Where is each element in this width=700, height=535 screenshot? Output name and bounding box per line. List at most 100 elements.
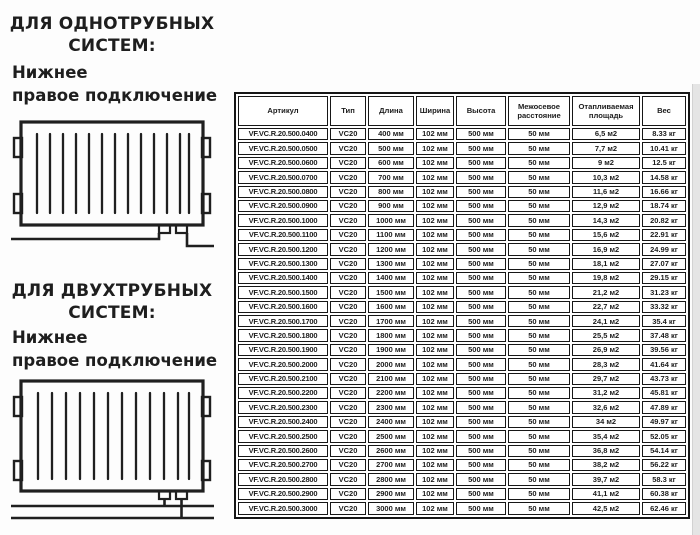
cell-height: 500 мм [456, 171, 506, 184]
cell-length: 2800 мм [368, 473, 414, 486]
cell-width: 102 мм [416, 271, 454, 285]
cell-type: VC20 [330, 243, 366, 256]
cell-weight: 29.15 кг [642, 271, 686, 285]
cell-length: 1200 мм [368, 243, 414, 256]
cell-weight: 47.89 кг [642, 401, 686, 414]
cell-height: 500 мм [456, 387, 506, 400]
cell-type: VC20 [330, 415, 366, 429]
cell-width: 102 мм [416, 444, 454, 457]
table-row: VF.VC.R.20.500.1500 VC20 1500 мм 102 мм 500 … [238, 286, 686, 299]
cell-height: 500 мм [456, 257, 506, 270]
cell-type: VC20 [330, 286, 366, 299]
cell-area: 38,2 м2 [572, 458, 640, 472]
cell-article: VF.VC.R.20.500.3000 [238, 502, 328, 515]
cell-article: VF.VC.R.20.500.1400 [238, 271, 328, 285]
cell-article: VF.VC.R.20.500.1800 [238, 329, 328, 342]
cell-weight: 31.23 кг [642, 286, 686, 299]
cell-area: 11,6 м2 [572, 185, 640, 198]
cell-type: VC20 [330, 430, 366, 443]
cell-width: 102 мм [416, 343, 454, 357]
table-row: VF.VC.R.20.500.2900 VC20 2900 мм 102 мм 500 … [238, 487, 686, 501]
cell-axial: 50 мм [508, 358, 570, 371]
cell-article: VF.VC.R.20.500.1300 [238, 257, 328, 270]
cell-length: 1100 мм [368, 228, 414, 242]
cell-width: 102 мм [416, 315, 454, 328]
cell-article: VF.VC.R.20.500.2000 [238, 358, 328, 371]
cell-width: 102 мм [416, 228, 454, 242]
cell-height: 500 мм [456, 415, 506, 429]
cell-weight: 35.4 кг [642, 315, 686, 328]
cell-length: 2100 мм [368, 372, 414, 386]
cell-article: VF.VC.R.20.500.1600 [238, 300, 328, 314]
cell-article: VF.VC.R.20.500.2400 [238, 415, 328, 429]
cell-article: VF.VC.R.20.500.0500 [238, 142, 328, 155]
cell-area: 15,6 м2 [572, 228, 640, 242]
cell-weight: 56.22 кг [642, 458, 686, 472]
cell-axial: 50 мм [508, 415, 570, 429]
cell-axial: 50 мм [508, 128, 570, 141]
cell-type: VC20 [330, 401, 366, 414]
cell-length: 2500 мм [368, 430, 414, 443]
header-height: Высота [456, 96, 506, 126]
cell-area: 10,3 м2 [572, 171, 640, 184]
two-pipe-section-title: ДЛЯ ДВУХТРУБНЫХ СИСТЕМ: [11, 281, 213, 324]
cell-area: 7,7 м2 [572, 142, 640, 155]
cell-area: 36,8 м2 [572, 444, 640, 457]
cell-article: VF.VC.R.20.500.2900 [238, 487, 328, 501]
cell-length: 2400 мм [368, 415, 414, 429]
cell-area: 19,8 м2 [572, 271, 640, 285]
cell-width: 102 мм [416, 387, 454, 400]
cell-type: VC20 [330, 228, 366, 242]
cell-length: 700 мм [368, 171, 414, 184]
table-row: VF.VC.R.20.500.1100 VC20 1100 мм 102 мм 500 … [238, 228, 686, 242]
cell-axial: 50 мм [508, 487, 570, 501]
cell-type: VC20 [330, 329, 366, 342]
cell-article: VF.VC.R.20.500.2700 [238, 458, 328, 472]
cell-area: 21,2 м2 [572, 286, 640, 299]
cell-article: VF.VC.R.20.500.0600 [238, 156, 328, 170]
cell-width: 102 мм [416, 458, 454, 472]
cell-height: 500 мм [456, 473, 506, 486]
cell-length: 400 мм [368, 128, 414, 141]
table-row: VF.VC.R.20.500.0800 VC20 800 мм 102 мм 500 м… [238, 185, 686, 198]
cell-area: 41,1 м2 [572, 487, 640, 501]
cell-type: VC20 [330, 142, 366, 155]
cell-type: VC20 [330, 444, 366, 457]
cell-weight: 41.64 кг [642, 358, 686, 371]
cell-weight: 45.81 кг [642, 387, 686, 400]
spec-table-container: Артикул Тип Длина Ширина Высота Межосево… [234, 92, 690, 519]
table-row: VF.VC.R.20.500.1800 VC20 1800 мм 102 мм 500 … [238, 329, 686, 342]
cell-height: 500 мм [456, 329, 506, 342]
table-row: VF.VC.R.20.500.0600 VC20 600 мм 102 мм 500 м… [238, 156, 686, 170]
cell-weight: 60.38 кг [642, 487, 686, 501]
cell-width: 102 мм [416, 243, 454, 256]
cell-width: 102 мм [416, 300, 454, 314]
cell-area: 29,7 м2 [572, 372, 640, 386]
cell-axial: 50 мм [508, 228, 570, 242]
table-row: VF.VC.R.20.500.1200 VC20 1200 мм 102 мм 500 … [238, 243, 686, 256]
cell-height: 500 мм [456, 185, 506, 198]
cell-length: 1600 мм [368, 300, 414, 314]
cell-article: VF.VC.R.20.500.1100 [238, 228, 328, 242]
cell-length: 1400 мм [368, 271, 414, 285]
table-row: VF.VC.R.20.500.2700 VC20 2700 мм 102 мм 500 … [238, 458, 686, 472]
cell-height: 500 мм [456, 343, 506, 357]
cell-axial: 50 мм [508, 257, 570, 270]
cell-type: VC20 [330, 343, 366, 357]
cell-weight: 10.41 кг [642, 142, 686, 155]
cell-width: 102 мм [416, 358, 454, 371]
cell-weight: 54.14 кг [642, 444, 686, 457]
cell-width: 102 мм [416, 286, 454, 299]
cell-length: 1300 мм [368, 257, 414, 270]
table-row: VF.VC.R.20.500.1300 VC20 1300 мм 102 мм 500 … [238, 257, 686, 270]
cell-article: VF.VC.R.20.500.1000 [238, 214, 328, 227]
cell-height: 500 мм [456, 128, 506, 141]
cell-weight: 12.5 кг [642, 156, 686, 170]
cell-height: 500 мм [456, 458, 506, 472]
cell-length: 1900 мм [368, 343, 414, 357]
cell-width: 102 мм [416, 257, 454, 270]
table-row: VF.VC.R.20.500.2100 VC20 2100 мм 102 мм 500 … [238, 372, 686, 386]
cell-weight: 39.56 кг [642, 343, 686, 357]
cell-axial: 50 мм [508, 473, 570, 486]
cell-article: VF.VC.R.20.500.0700 [238, 171, 328, 184]
